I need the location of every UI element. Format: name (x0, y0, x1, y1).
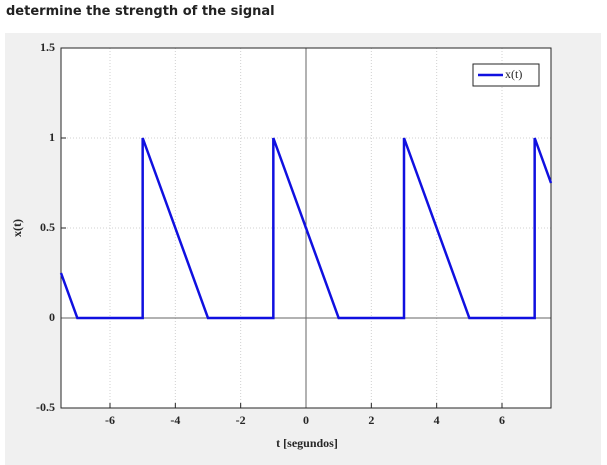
y-tick-label: 0 (49, 310, 55, 324)
x-tick-label: 4 (434, 413, 440, 427)
x-tick-label: -2 (236, 413, 246, 427)
y-tick-label: 1 (49, 130, 55, 144)
line (59, 137, 553, 320)
x-axis-label: t [segundos] (276, 436, 338, 450)
question: determine the strength of the signal (6, 4, 275, 19)
legend-box (472, 63, 540, 87)
y-axis-label: x(t) (10, 219, 24, 237)
y-tick-label: 0.5 (40, 220, 55, 234)
y-tick-label: -0.5 (36, 400, 55, 414)
x-tick-label: 2 (368, 413, 374, 427)
x-tick-label: 6 (499, 413, 505, 427)
legend-label: x(t) (505, 67, 522, 81)
y-tick-label: 1.5 (40, 40, 55, 54)
axes-box (60, 47, 552, 409)
x-tick-label: 0 (303, 413, 309, 427)
x-tick-label: -6 (105, 413, 115, 427)
x-tick-label: -4 (170, 413, 180, 427)
